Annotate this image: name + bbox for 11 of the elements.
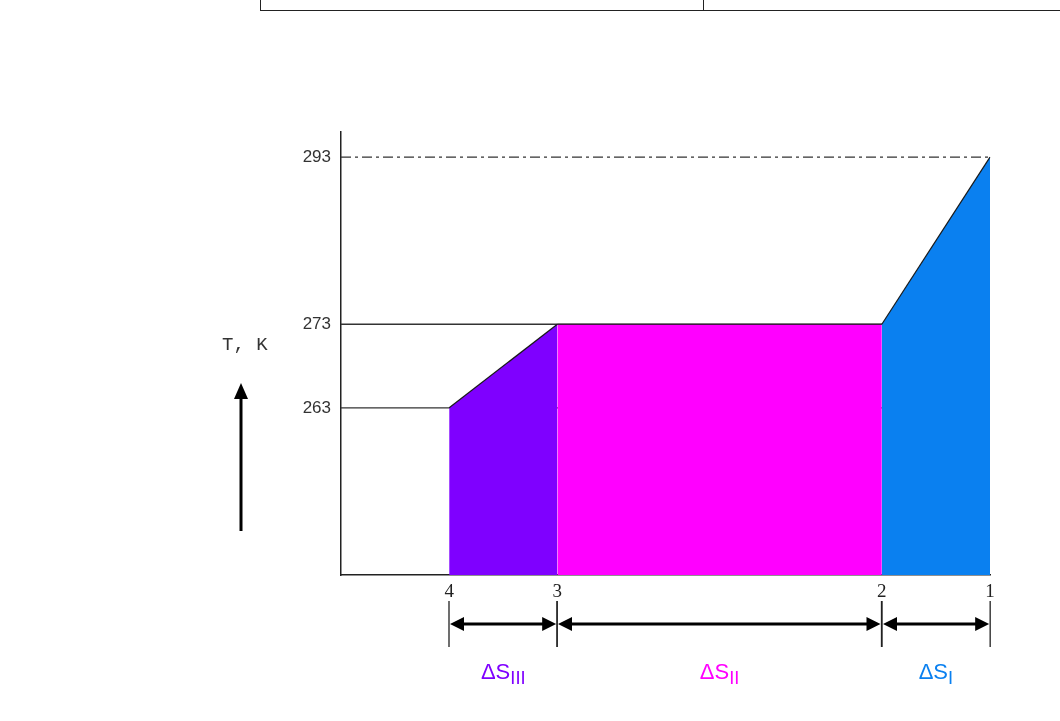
y-tick-label: 273: [302, 313, 331, 333]
x-tick-label: 1: [985, 580, 995, 602]
text: ΔS$_{III}$: [480, 659, 526, 690]
x-tick-label: 4: [444, 580, 455, 602]
text: ΔS$_{II}$: [699, 659, 740, 690]
y-axis-title: T, K: [222, 334, 268, 356]
x-tick-label: 2: [877, 580, 887, 602]
y-tick-label: 263: [302, 397, 331, 417]
text: ΔS$_{I}$: [918, 659, 954, 690]
y-tick-label: 293: [302, 146, 331, 166]
x-tick-label: 3: [552, 580, 563, 602]
